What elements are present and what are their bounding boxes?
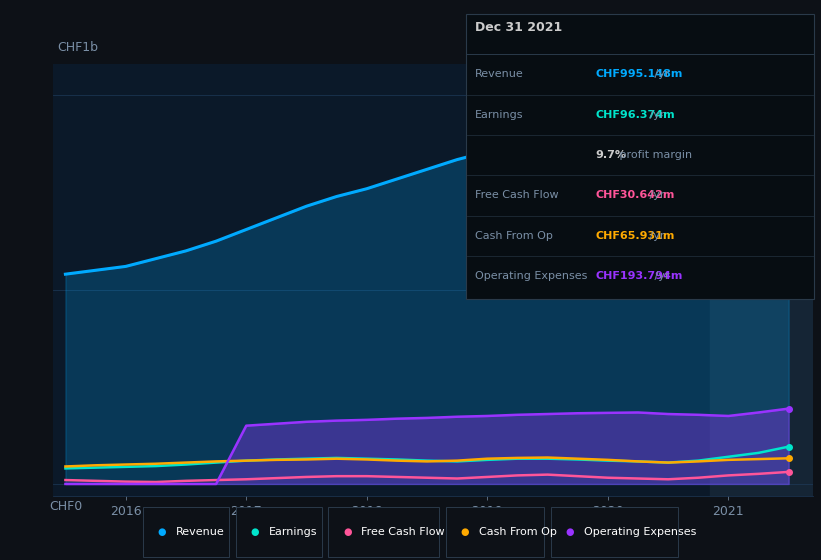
Text: /yr: /yr	[646, 110, 665, 120]
Text: Earnings: Earnings	[268, 527, 317, 537]
Text: Cash From Op: Cash From Op	[479, 527, 557, 537]
Text: profit margin: profit margin	[616, 150, 692, 160]
Text: /yr: /yr	[651, 69, 670, 80]
Text: Free Cash Flow: Free Cash Flow	[361, 527, 445, 537]
Text: /yr: /yr	[651, 271, 670, 281]
Text: Revenue: Revenue	[176, 527, 224, 537]
Text: 9.7%: 9.7%	[595, 150, 626, 160]
Text: ●: ●	[250, 527, 259, 537]
Text: CHF0: CHF0	[49, 500, 83, 513]
Text: CHF96.374m: CHF96.374m	[595, 110, 675, 120]
Text: CHF65.931m: CHF65.931m	[595, 231, 675, 241]
Text: CHF193.794m: CHF193.794m	[595, 271, 682, 281]
Text: Revenue: Revenue	[475, 69, 524, 80]
Text: ●: ●	[566, 527, 574, 537]
Text: CHF1b: CHF1b	[57, 41, 99, 54]
Text: ●: ●	[158, 527, 166, 537]
Text: CHF995.148m: CHF995.148m	[595, 69, 682, 80]
Text: /yr: /yr	[646, 190, 665, 200]
Text: CHF30.642m: CHF30.642m	[595, 190, 675, 200]
Text: ●: ●	[461, 527, 469, 537]
Text: /yr: /yr	[646, 231, 665, 241]
Bar	[710, 64, 821, 496]
Text: Earnings: Earnings	[475, 110, 524, 120]
Text: Operating Expenses: Operating Expenses	[584, 527, 696, 537]
Text: Free Cash Flow: Free Cash Flow	[475, 190, 559, 200]
Text: ●: ●	[343, 527, 351, 537]
Text: Cash From Op: Cash From Op	[475, 231, 553, 241]
Text: Dec 31 2021: Dec 31 2021	[475, 21, 562, 34]
Text: Operating Expenses: Operating Expenses	[475, 271, 588, 281]
